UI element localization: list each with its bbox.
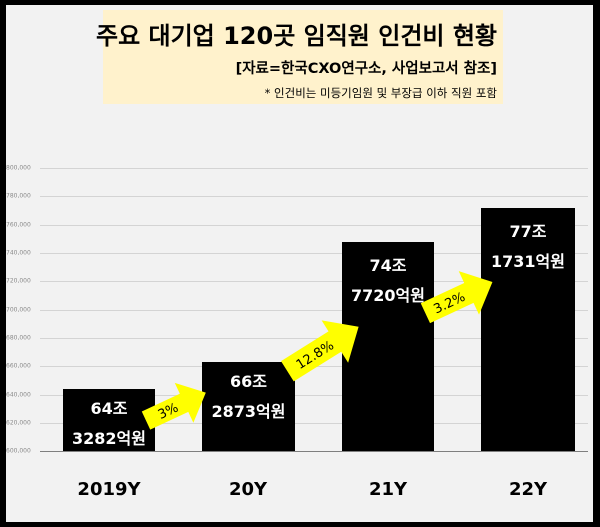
growth-arrow-icon: 3% (141, 382, 206, 430)
gridline (40, 196, 588, 197)
bar-2019: 64조 3282억원 (63, 389, 155, 451)
bar-label-billion: 3282억원 (72, 429, 146, 448)
bar-label-billion: 2873억원 (211, 402, 286, 421)
x-axis-line (40, 451, 588, 452)
gridline (40, 338, 588, 339)
growth-arrow-icon: 12.8% (281, 320, 359, 382)
x-label-2019: 2019Y (77, 479, 141, 500)
y-tick: 780,000 (6, 192, 31, 200)
chart-title: 주요 대기업 120곳 임직원 인건비 현황 (96, 22, 497, 50)
y-tick: 620,000 (6, 419, 31, 427)
bar-2022: 77조 1731억원 (481, 208, 575, 451)
bar-label-trillion: 64조 (90, 399, 128, 418)
bar-label-trillion: 74조 (369, 256, 407, 275)
x-label-2022: 22Y (508, 479, 548, 500)
bar-2020: 66조 2873억원 (202, 362, 295, 451)
bar-label-trillion: 66조 (230, 372, 267, 391)
y-tick: 600,000 (6, 447, 31, 455)
bar-label-trillion: 77조 (509, 222, 547, 241)
y-tick: 660,000 (6, 362, 31, 370)
y-tick: 700,000 (6, 306, 31, 314)
gridline (40, 168, 588, 169)
bar-label-billion: 7720억원 (351, 286, 425, 305)
y-tick: 680,000 (6, 334, 31, 342)
x-label-2020: 20Y (228, 479, 268, 500)
title-box: 주요 대기업 120곳 임직원 인건비 현황 [자료=한국CXO연구소, 사업보… (96, 10, 503, 104)
chart-note: * 인건비는 미등기임원 및 부장급 이하 직원 포함 (264, 86, 497, 100)
growth-arrow-icon: 3.2% (420, 271, 493, 324)
gridline (40, 253, 588, 254)
chart-source: [자료=한국CXO연구소, 사업보고서 참조] (235, 61, 497, 77)
gridline (40, 395, 588, 396)
y-tick: 760,000 (6, 221, 31, 229)
gridline (40, 310, 588, 311)
gridline (40, 423, 588, 424)
bar-label-billion: 1731억원 (491, 252, 565, 271)
y-tick: 720,000 (6, 277, 31, 285)
y-tick: 800,000 (6, 164, 31, 172)
x-label-2021: 21Y (368, 479, 408, 500)
y-tick: 740,000 (6, 249, 31, 257)
gridline (40, 225, 588, 226)
y-tick: 640,000 (6, 391, 31, 399)
bar-2021: 74조 7720억원 (342, 242, 434, 451)
gridline (40, 281, 588, 282)
